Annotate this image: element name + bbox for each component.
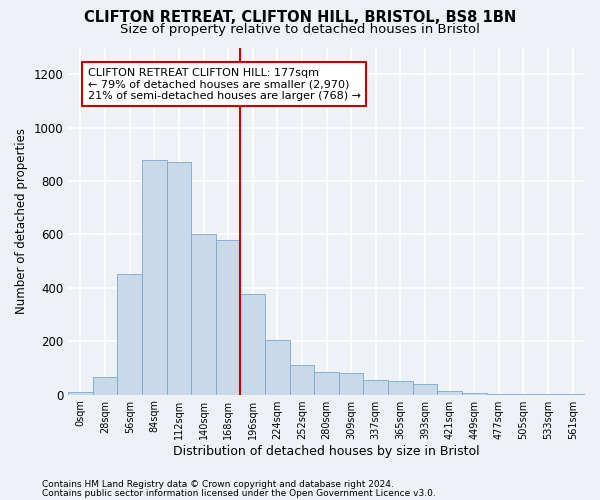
Bar (314, 372, 339, 394)
Bar (437, 390, 462, 394)
Bar (241, 294, 265, 394)
Text: Contains public sector information licensed under the Open Government Licence v3: Contains public sector information licen… (42, 488, 436, 498)
Bar (388, 381, 413, 394)
Bar (364, 380, 388, 394)
Bar (290, 365, 314, 394)
Bar (167, 162, 191, 394)
Bar (216, 240, 241, 394)
Bar (265, 340, 290, 394)
Text: Size of property relative to detached houses in Bristol: Size of property relative to detached ho… (120, 22, 480, 36)
Y-axis label: Number of detached properties: Number of detached properties (15, 128, 28, 314)
Bar (142, 160, 167, 394)
Bar (93, 377, 118, 394)
Text: CLIFTON RETREAT, CLIFTON HILL, BRISTOL, BS8 1BN: CLIFTON RETREAT, CLIFTON HILL, BRISTOL, … (84, 10, 516, 25)
Text: CLIFTON RETREAT CLIFTON HILL: 177sqm
← 79% of detached houses are smaller (2,970: CLIFTON RETREAT CLIFTON HILL: 177sqm ← 7… (88, 68, 361, 100)
Text: Contains HM Land Registry data © Crown copyright and database right 2024.: Contains HM Land Registry data © Crown c… (42, 480, 394, 489)
Bar (191, 234, 216, 394)
X-axis label: Distribution of detached houses by size in Bristol: Distribution of detached houses by size … (173, 444, 480, 458)
Bar (413, 384, 437, 394)
Bar (462, 393, 487, 394)
Bar (68, 392, 93, 394)
Bar (118, 274, 142, 394)
Bar (339, 373, 364, 394)
